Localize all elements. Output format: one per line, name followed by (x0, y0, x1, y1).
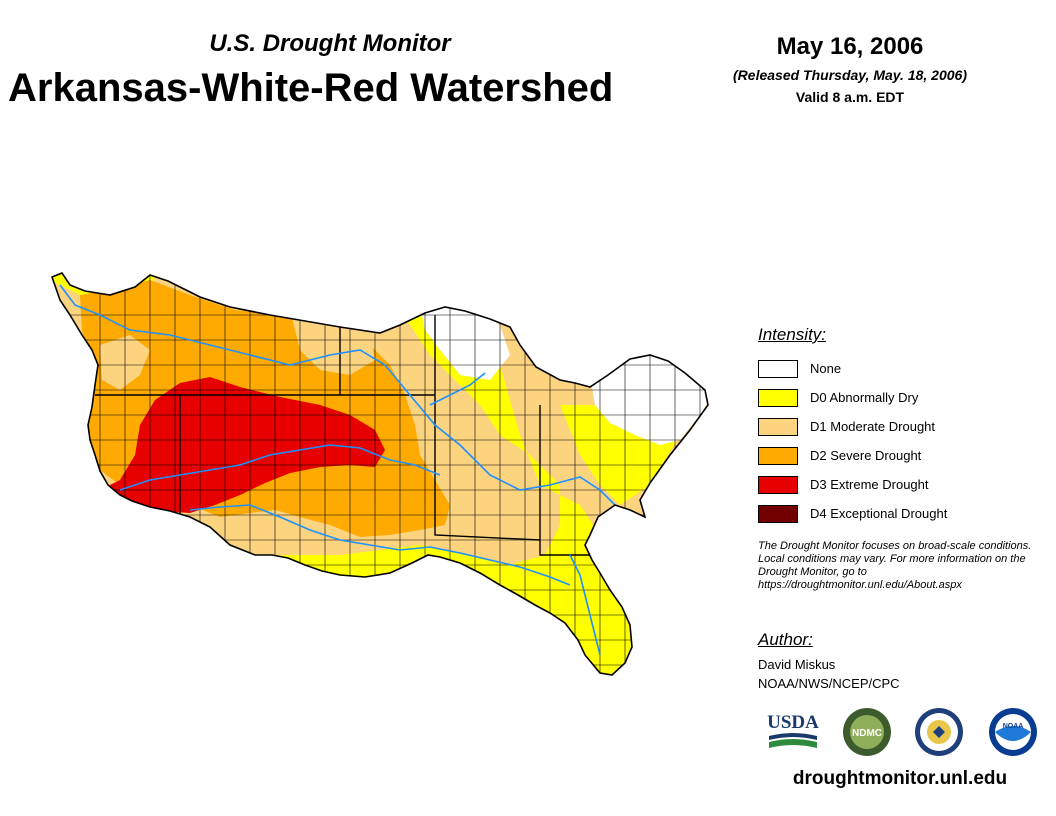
legend-label-d2: D2 Severe Drought (810, 448, 922, 463)
rivers (59, 284, 641, 656)
state-lines (95, 315, 600, 556)
author-name: David Miskus (758, 657, 836, 672)
legend-item-d1: D1 Moderate Drought (758, 412, 947, 441)
noaa-logo-text: NOAA (1003, 723, 1024, 730)
author-heading: Author: (758, 630, 813, 649)
legend-label-d0: D0 Abnormally Dry (810, 390, 919, 405)
legend-item-d2: D2 Severe Drought (758, 441, 947, 470)
map-subtitle: U.S. Drought Monitor (209, 30, 451, 57)
partner-logos: USDA NDMC NOAA (765, 706, 1045, 762)
legend-item-none: None (758, 354, 947, 383)
legend-label-none: None (810, 361, 842, 376)
author-org: NOAA/NWS/NCEP/CPC (758, 676, 900, 691)
d3-area (100, 377, 385, 513)
legend-item-d0: D0 Abnormally Dry (758, 383, 947, 412)
legend-swatch-d2 (758, 446, 798, 465)
watershed-map (51, 272, 709, 676)
legend-heading: Intensity: (758, 325, 827, 344)
noaa-logo: NOAA (989, 708, 1037, 756)
map-title: Arkansas-White-Red Watershed (8, 66, 614, 110)
legend-label-d1: D1 Moderate Drought (810, 419, 936, 434)
neosho-river (429, 372, 486, 406)
commerce-seal-logo (915, 708, 963, 756)
legend-label-d3: D3 Extreme Drought (810, 477, 929, 492)
map-date: May 16, 2006 (776, 33, 924, 60)
legend-label-d4: D4 Exceptional Drought (810, 506, 948, 521)
legend-item-d3: D3 Extreme Drought (758, 470, 947, 499)
ouachita-river (569, 554, 601, 656)
legend-swatch-none (758, 359, 798, 378)
none-area-northeast (590, 351, 708, 445)
release-date: (Released Thursday, May. 18, 2006) (733, 67, 967, 83)
legend-swatch-d0 (758, 388, 798, 407)
arkansas-river (59, 284, 641, 518)
drought-layers (52, 273, 708, 675)
legend-item-d4: D4 Exceptional Drought (758, 499, 947, 528)
valid-time: Valid 8 a.m. EDT (795, 89, 905, 105)
usda-logo: USDA (767, 712, 819, 748)
red-river (189, 504, 571, 586)
canadian-river (119, 444, 441, 491)
intensity-legend: None D0 Abnormally Dry D1 Moderate Droug… (758, 354, 947, 528)
drought-monitor-note: The Drought Monitor focuses on broad-sca… (758, 540, 1032, 591)
legend-swatch-d1 (758, 417, 798, 436)
legend-swatch-d3 (758, 475, 798, 494)
website-link[interactable]: droughtmonitor.unl.edu (792, 768, 1008, 789)
ndmc-logo-text: NDMC (852, 728, 882, 739)
legend-swatch-d4 (758, 504, 798, 523)
ndmc-logo: NDMC (843, 708, 891, 756)
usda-logo-text: USDA (767, 712, 819, 733)
